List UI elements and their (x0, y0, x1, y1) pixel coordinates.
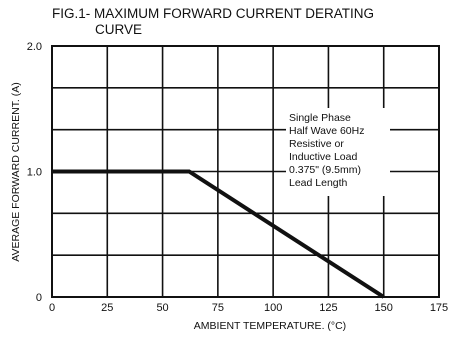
annotation-line-5: 0.375" (9.5mm) (289, 164, 361, 176)
x-tick-labels: 0 25 50 75 100 125 150 175 (49, 302, 448, 314)
annotation-box: Single Phase Half Wave 60Hz Resistive or… (286, 108, 390, 196)
y-tick-label-2: 2.0 (27, 41, 42, 53)
x-tick-label-5: 125 (319, 302, 337, 314)
y-tick-label-0: 0 (36, 292, 42, 304)
x-tick-label-1: 25 (101, 302, 113, 314)
annotation-line-2: Half Wave 60Hz (289, 125, 364, 137)
chart-title-line1: FIG.1- MAXIMUM FORWARD CURRENT DERATING (52, 6, 374, 21)
x-tick-label-7: 175 (430, 302, 448, 314)
y-axis-label: AVERAGE FORWARD CURRENT. (A) (10, 82, 22, 261)
annotation-line-3: Resistive or (289, 138, 344, 150)
annotation-line-6: Lead Length (289, 177, 348, 189)
x-tick-label-4: 100 (264, 302, 282, 314)
x-axis-label: AMBIENT TEMPERATURE. (°C) (194, 320, 346, 332)
annotation-background (286, 108, 390, 196)
x-tick-label-6: 150 (375, 302, 393, 314)
chart-title-line2: CURVE (95, 22, 142, 37)
y-tick-labels: 0 1.0 2.0 (27, 41, 42, 304)
annotation-line-4: Inductive Load (289, 151, 357, 163)
series-group (52, 169, 385, 299)
x-tick-label-2: 50 (156, 302, 168, 314)
derating-curve-line-0 (52, 169, 385, 299)
y-tick-label-1: 1.0 (27, 167, 42, 179)
annotation-line-1: Single Phase (289, 112, 351, 124)
x-tick-label-0: 0 (49, 302, 55, 314)
x-tick-label-3: 75 (212, 302, 224, 314)
